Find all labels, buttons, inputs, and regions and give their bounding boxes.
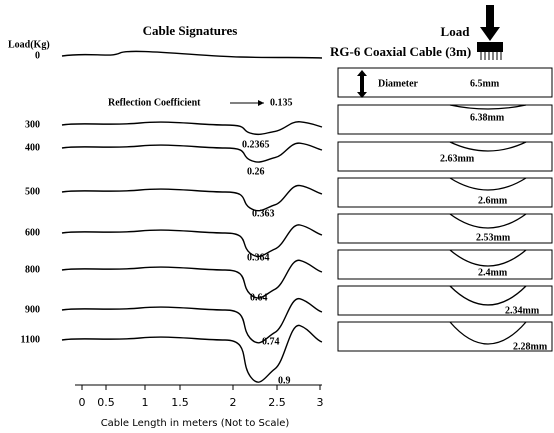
- cable: [338, 178, 552, 207]
- cable: [338, 105, 552, 134]
- signature: [62, 325, 322, 382]
- x-tick-label: 1: [142, 396, 149, 409]
- coefficient: 0.26: [247, 166, 265, 177]
- coefficient: 0.64: [250, 292, 268, 303]
- right-title: RG-6 Coaxial Cable (3m): [330, 44, 471, 59]
- signature: [62, 260, 322, 298]
- load-arrow: [480, 5, 500, 41]
- figure: Cable Signatures Load(Kg) Reflection Coe…: [0, 0, 554, 433]
- x-label: Cable Length in meters (Not to Scale): [101, 418, 290, 429]
- load-label: 1100: [21, 334, 40, 345]
- page: Cable Signatures Load(Kg) Reflection Coe…: [0, 0, 554, 433]
- signature: [62, 143, 322, 162]
- load-label: 400: [25, 142, 40, 153]
- coefficient: 0.2365: [242, 139, 270, 150]
- cable: [338, 68, 552, 97]
- load-label: 300: [25, 119, 40, 130]
- y-label: Load(Kg): [8, 39, 50, 50]
- annotation: Reflection Coefficient: [108, 97, 201, 108]
- signature: [62, 225, 322, 257]
- signature: [62, 185, 322, 210]
- diameter-value: 6.38mm: [470, 112, 505, 123]
- signature: [62, 122, 322, 135]
- load-label: 900: [25, 304, 40, 315]
- x-tick-label: 0.5: [97, 396, 115, 409]
- coefficient: 0.74: [262, 336, 280, 347]
- coefficient: 0.364: [247, 252, 270, 263]
- diameter-value: 2.28mm: [513, 341, 548, 352]
- x-tick-label: 2.5: [268, 396, 286, 409]
- load-label: 0: [35, 50, 40, 61]
- diameter-value: 2.6mm: [478, 195, 508, 206]
- diameter-value: 2.4mm: [478, 267, 508, 278]
- load-block: [477, 42, 503, 52]
- arrow-head: [258, 100, 264, 106]
- x-tick-label: 1.5: [171, 396, 189, 409]
- signature: [62, 299, 322, 343]
- load-label: 800: [25, 264, 40, 275]
- cable-panel: 6.5mm 6.38mm 2.63mm 2.6mm 2.53mm 2.4mm 2.34mm 2…: [338, 68, 552, 352]
- diameter-value: 6.5mm: [470, 78, 500, 89]
- x-tick-label: 2: [230, 396, 237, 409]
- load-label: Load: [441, 24, 471, 39]
- diameter-value: 2.34mm: [505, 305, 540, 316]
- x-tick-label: 0: [79, 396, 86, 409]
- coefficient: 0.363: [252, 208, 275, 219]
- load-pins: [481, 52, 501, 60]
- diameter-label: Diameter: [378, 78, 419, 89]
- coefficient: 0.135: [270, 97, 293, 108]
- diameter-value: 2.53mm: [476, 232, 511, 243]
- signature: [62, 51, 322, 58]
- load-label: 500: [25, 186, 40, 197]
- left-title: Cable Signatures: [143, 23, 238, 38]
- load-label: 600: [25, 227, 40, 238]
- coefficient: 0.9: [278, 375, 291, 386]
- diameter-value: 2.63mm: [440, 153, 475, 164]
- x-tick-label: 3: [317, 396, 324, 409]
